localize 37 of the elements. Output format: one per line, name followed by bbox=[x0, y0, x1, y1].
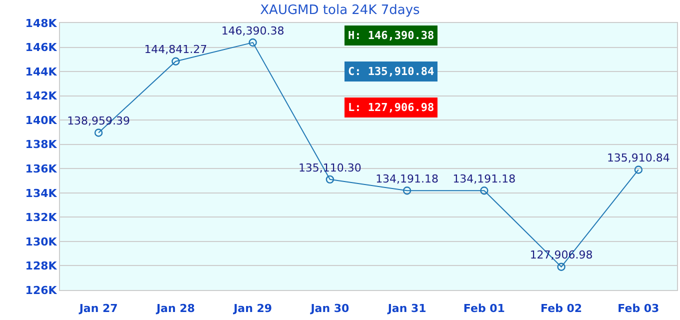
x-tick-label: Feb 01 bbox=[463, 302, 505, 316]
point bbox=[94, 128, 103, 137]
data-label: 146,390.38 bbox=[221, 24, 284, 38]
x-tick-label: Feb 02 bbox=[540, 302, 582, 316]
point bbox=[634, 166, 643, 174]
x-tick-label: Jan 28 bbox=[155, 302, 195, 316]
data-label: 144,841.27 bbox=[144, 43, 208, 56]
y-tick-label: 130K bbox=[25, 235, 58, 248]
x-tick-label: Jan 30 bbox=[310, 302, 350, 316]
x-tick-label: Jan 27 bbox=[78, 302, 118, 316]
point bbox=[172, 57, 180, 66]
x-tick-label: Feb 03 bbox=[618, 302, 660, 316]
point bbox=[480, 186, 488, 195]
y-tick-label: 132K bbox=[25, 211, 58, 224]
x-tick-label: Jan 31 bbox=[386, 302, 426, 316]
y-tick-label: 140K bbox=[25, 114, 58, 127]
y-tick-label: 146K bbox=[25, 41, 58, 54]
chart-title: XAUGMD tola 24K 7days bbox=[260, 2, 420, 18]
y-tick-label: 138K bbox=[25, 138, 58, 152]
data-label: 135,910.84 bbox=[606, 152, 670, 165]
annotation: C: 135,910.84 bbox=[348, 65, 434, 78]
y-tick-label: 126K bbox=[25, 284, 58, 297]
x-tick-label: Jan 29 bbox=[232, 302, 272, 316]
annotation: L: 127,906.98 bbox=[348, 101, 434, 114]
data-label: 134,191.18 bbox=[376, 172, 439, 186]
y-tick-label: 134K bbox=[25, 186, 58, 200]
point bbox=[402, 186, 412, 195]
y-tick-label: 148K bbox=[25, 16, 58, 30]
point bbox=[248, 38, 257, 47]
y-tick-label: 136K bbox=[25, 162, 58, 176]
point bbox=[326, 175, 334, 184]
data-label: 134,191.18 bbox=[452, 172, 516, 186]
y-tick-label: 144K bbox=[25, 65, 58, 78]
y-tick-label: 142K bbox=[25, 90, 58, 103]
point bbox=[557, 262, 566, 271]
y-tick-label: 128K bbox=[25, 260, 58, 273]
annotation: H: 146,390.38 bbox=[348, 29, 434, 42]
